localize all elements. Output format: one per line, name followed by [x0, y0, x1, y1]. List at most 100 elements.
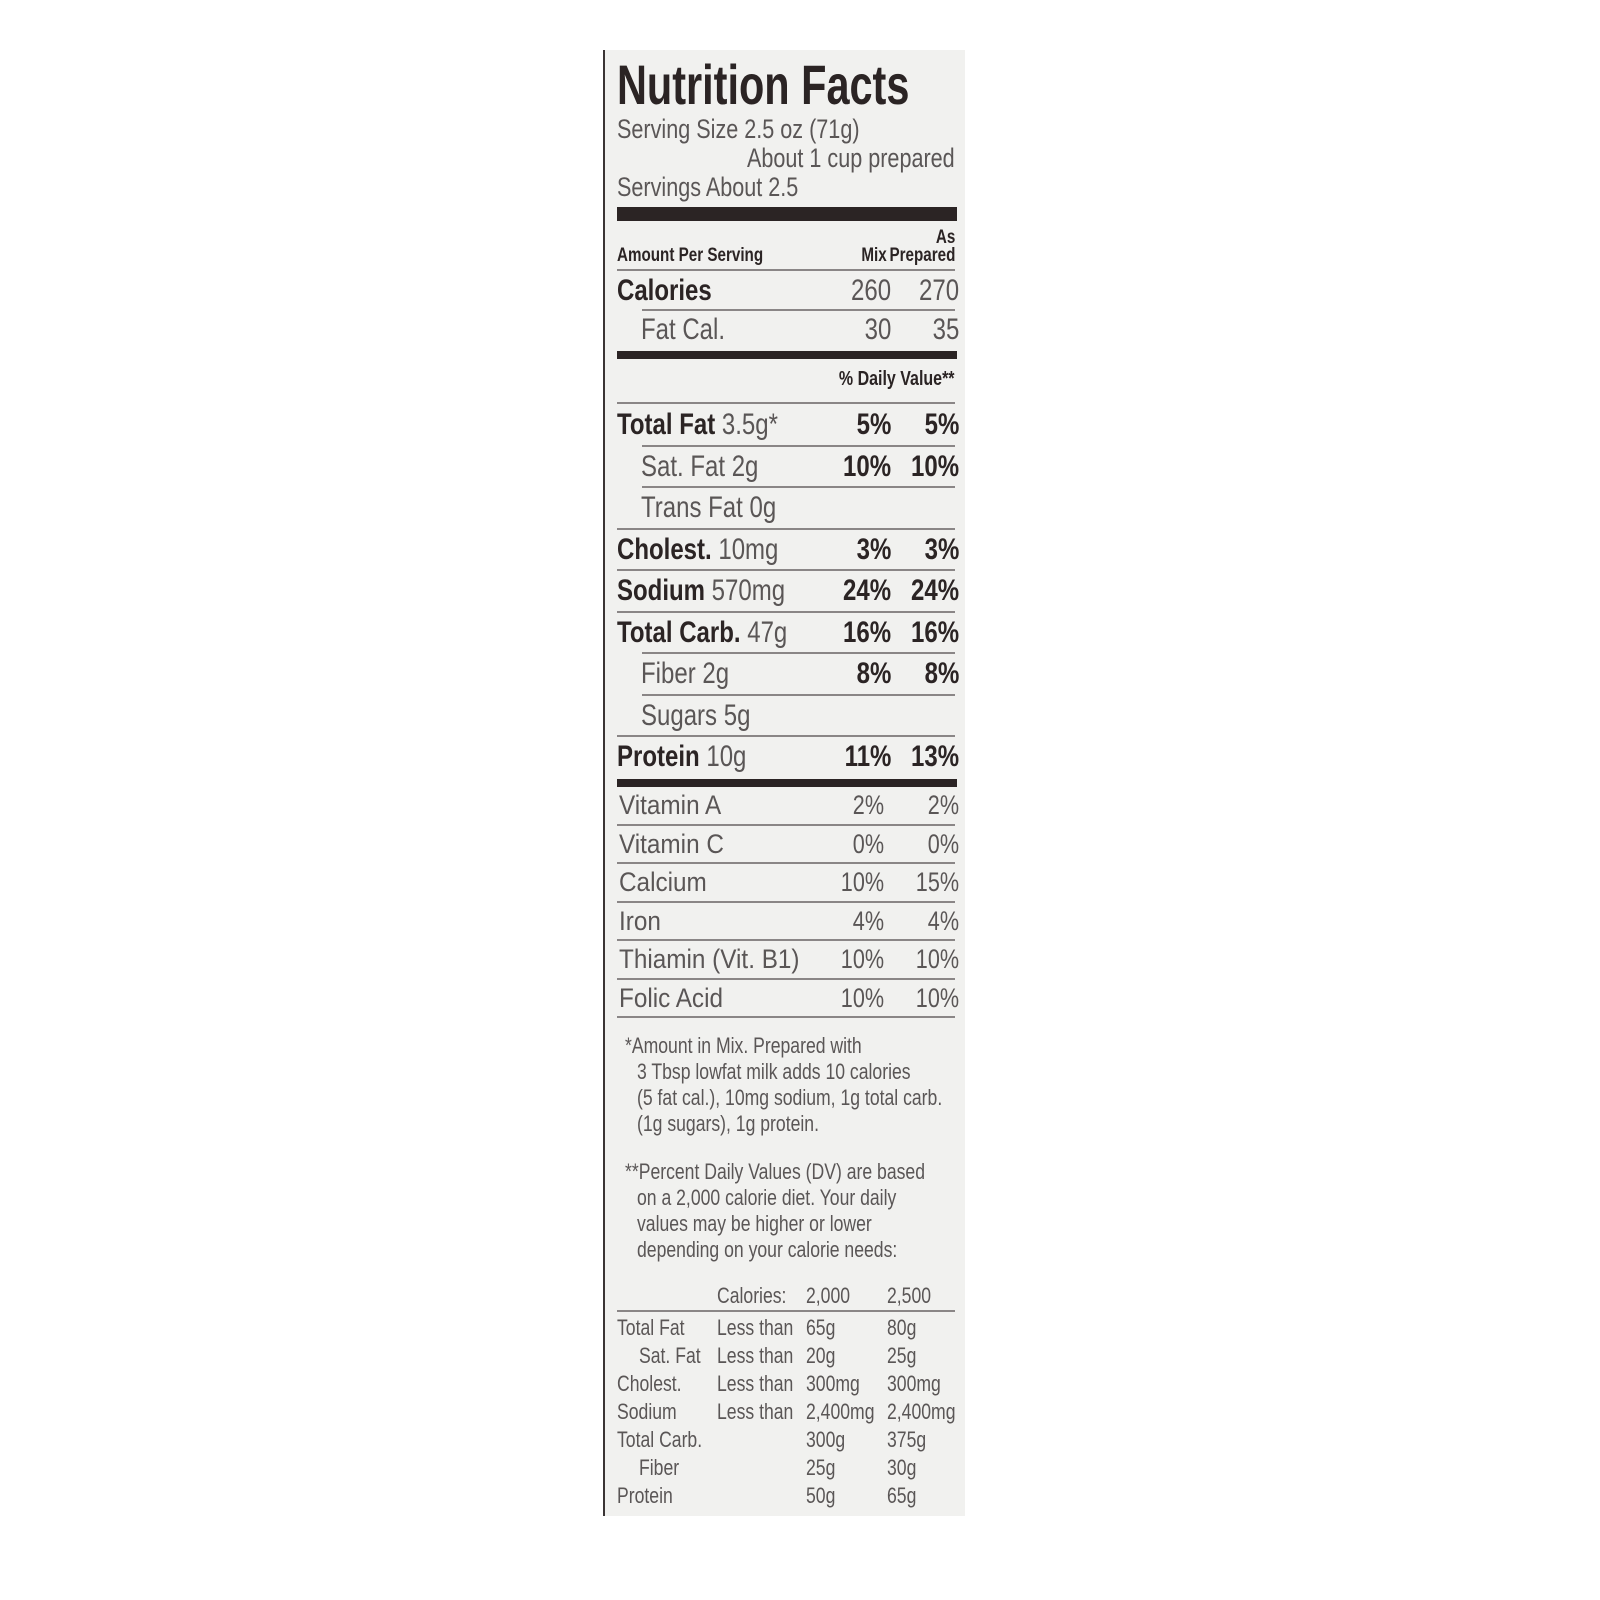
vitamin-name: Thiamin (Vit. B1)	[619, 944, 800, 974]
vitamin-name: Calcium	[619, 867, 707, 897]
serving-note: About 1 cup prepared	[747, 143, 955, 173]
nutrient-mix-dv: 24%	[842, 574, 891, 607]
dv-table-cell: Total Fat	[617, 1315, 685, 1340]
nutrient-row: Sugars 5g	[617, 696, 959, 737]
vitamin-name: Iron	[619, 905, 661, 936]
vitamin-name: Folic Acid	[619, 982, 723, 1013]
divider	[617, 402, 955, 404]
vitamin-prepared-dv: 0%	[927, 828, 959, 859]
dv-table-cell: 30g	[887, 1455, 917, 1480]
divider	[617, 977, 955, 980]
divider	[617, 1016, 955, 1018]
nutrient-name: Sat. Fat	[641, 449, 726, 483]
dv-table-cell: 80g	[887, 1315, 917, 1340]
vitamin-row: Thiamin (Vit. B1) 10% 10%	[617, 941, 959, 979]
dv-table-cell: Less than	[717, 1399, 794, 1424]
nutrient-amount: 2g	[731, 449, 759, 483]
nutrient-name: Trans Fat	[641, 491, 743, 524]
divider	[617, 1310, 955, 1312]
nutrient-mix-dv: 5%	[856, 408, 891, 441]
nutrient-name: Fiber	[641, 657, 696, 690]
divider	[642, 309, 955, 311]
divider	[617, 269, 955, 271]
footnote-line: on a 2,000 calorie diet. Your daily	[637, 1185, 897, 1210]
vitamin-prepared-dv: 10%	[915, 982, 959, 1013]
vitamin-row: Iron 4% 4%	[617, 903, 959, 941]
label-title: Nutrition Facts	[617, 53, 910, 116]
dv-table-row: Protein 50g 65g	[617, 1483, 962, 1511]
vitamin-mix-dv: 4%	[852, 905, 884, 936]
dv-table-cell: 65g	[806, 1315, 836, 1340]
vitamin-row: Calcium 10% 15%	[617, 864, 959, 902]
nutrient-mix-dv: 10%	[842, 449, 891, 483]
amount-per-serving: Amount Per Serving	[617, 245, 764, 266]
nutrient-prepared-dv: 3%	[924, 532, 959, 566]
vitamin-row: Vitamin A 2% 2%	[617, 787, 959, 825]
vitamin-row: Folic Acid 10% 10%	[617, 980, 959, 1018]
divider	[617, 610, 955, 613]
dv-table-cell: 25g	[887, 1343, 917, 1368]
footnote-line: values may be higher or lower	[637, 1211, 872, 1236]
divider	[617, 900, 955, 903]
dv-table-cell: 375g	[887, 1427, 927, 1452]
dv-table-cell: Protein	[617, 1483, 673, 1508]
nutrient-prepared-dv: 10%	[910, 449, 959, 483]
nutrient-name: Cholest.	[617, 532, 712, 566]
nutrient-amount: 47g	[747, 615, 788, 649]
divider	[642, 693, 955, 696]
vitamin-prepared-dv: 4%	[927, 905, 959, 936]
vitamin-prepared-dv: 2%	[927, 790, 959, 820]
divider	[617, 735, 955, 737]
footnote-line: **Percent Daily Values (DV) are based	[625, 1159, 925, 1184]
dv-table-cell: Less than	[717, 1315, 794, 1340]
footnote-amount-in-mix: *Amount in Mix. Prepared with 3 Tbsp lowf…	[625, 1033, 965, 1137]
dv-table-row: Calories: 2,000 2,500	[617, 1283, 962, 1311]
nutrient-mix-dv: 11%	[844, 740, 891, 773]
thick-divider	[617, 351, 957, 359]
thick-divider	[617, 779, 957, 787]
dv-table-cell: 50g	[806, 1483, 836, 1508]
vitamin-mix-dv: 10%	[840, 982, 884, 1013]
nutrient-amount: 10mg	[718, 532, 779, 566]
fat-calories-row: Fat Cal. 30 35	[641, 313, 959, 346]
dv-table-cell: Total Carb.	[617, 1427, 703, 1452]
dv-table-cell: 300mg	[806, 1371, 860, 1396]
dv-table-cell: 2,400mg	[806, 1399, 875, 1424]
nutrient-prepared-dv: 24%	[910, 574, 959, 607]
nutrient-row: Cholest. 10mg 3% 3%	[617, 530, 959, 571]
dv-table-cell: Less than	[717, 1343, 794, 1368]
nutrient-amount: 10g	[706, 740, 747, 773]
nutrient-row: Trans Fat 0g	[617, 488, 959, 529]
divider	[642, 652, 955, 654]
vitamin-mix-dv: 10%	[840, 867, 884, 897]
nutrient-name: Protein	[617, 740, 700, 773]
dv-table-cell: Fiber	[639, 1455, 680, 1480]
dv-table-row: Total Carb. 300g 375g	[617, 1427, 962, 1455]
serving-size: Serving Size 2.5 oz (71g)	[617, 114, 860, 144]
dv-table-row: Sodium Less than 2,400mg 2,400mg	[617, 1399, 962, 1427]
nutrient-amount: 2g	[702, 657, 730, 690]
vitamin-mix-dv: 0%	[852, 828, 884, 859]
footnote-line: *Amount in Mix. Prepared with	[625, 1033, 862, 1058]
nutrient-amount: 0g	[749, 491, 777, 524]
nutrient-mix-dv: 8%	[856, 657, 891, 690]
vitamin-prepared-dv: 10%	[915, 944, 959, 974]
nutrient-prepared-dv: 13%	[910, 740, 959, 773]
nutrient-name: Sodium	[617, 574, 705, 607]
divider	[617, 862, 955, 864]
dv-table-cell: Cholest.	[617, 1371, 682, 1396]
dv-table-cell: 2,400mg	[887, 1399, 956, 1424]
nutrient-prepared-dv: 16%	[910, 615, 959, 649]
vitamin-prepared-dv: 15%	[915, 867, 959, 897]
nutrient-row: Fiber 2g 8% 8%	[617, 654, 959, 695]
nutrient-row: Total Fat 3.5g* 5% 5%	[617, 405, 959, 446]
vitamin-name: Vitamin A	[619, 790, 722, 820]
nutrient-row: Total Carb. 47g 16% 16%	[617, 613, 959, 654]
servings: Servings About 2.5	[617, 172, 799, 202]
dv-table-cell: Sat. Fat	[639, 1343, 701, 1368]
dv-table-cell: 25g	[806, 1455, 836, 1480]
thick-divider	[617, 207, 957, 221]
footnote-line: (5 fat cal.), 10mg sodium, 1g total carb…	[637, 1085, 943, 1110]
footnote-daily-values: **Percent Daily Values (DV) are based on …	[625, 1159, 965, 1263]
nutrient-name: Total Carb.	[617, 615, 741, 649]
